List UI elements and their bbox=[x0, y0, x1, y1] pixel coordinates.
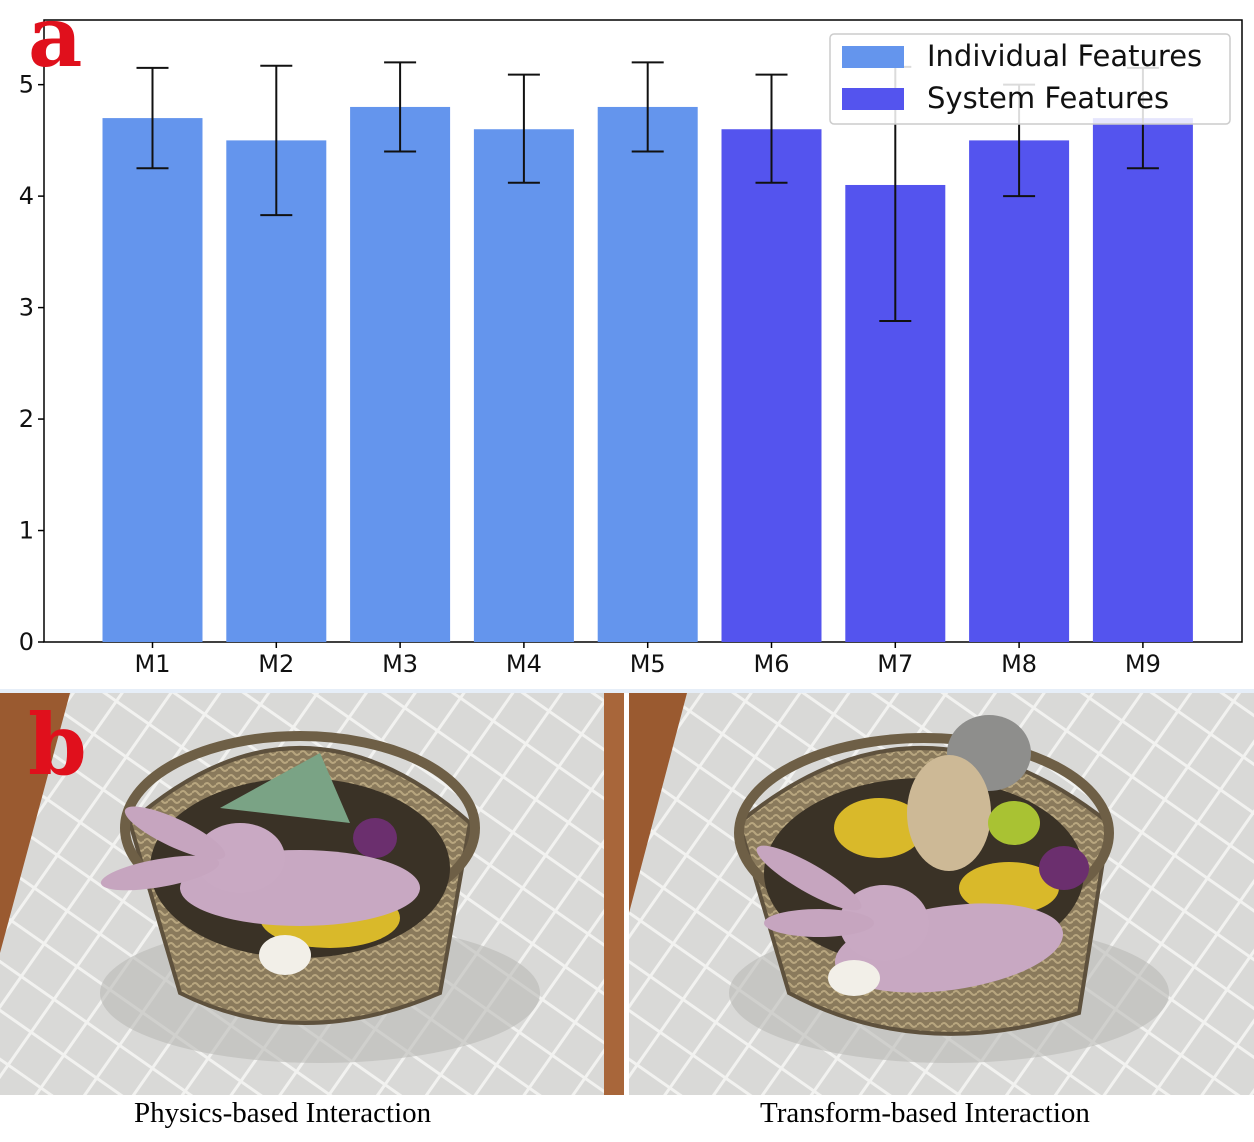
legend-label-system-features: System Features bbox=[927, 81, 1169, 115]
bar-m2 bbox=[226, 140, 327, 643]
white-shell bbox=[828, 960, 880, 996]
transform-based-interaction-image bbox=[629, 693, 1254, 1095]
error-bar-m3 bbox=[384, 61, 417, 153]
bar-m4 bbox=[473, 129, 574, 643]
error-bar-m2 bbox=[260, 64, 293, 217]
error-bar-m4 bbox=[507, 73, 540, 184]
legend: Individual Features System Features bbox=[829, 33, 1231, 125]
bar-m6 bbox=[721, 129, 822, 643]
legend-swatch-individual-features bbox=[842, 46, 904, 68]
legend-box bbox=[829, 33, 1231, 125]
wooden-floor bbox=[0, 693, 70, 953]
error-bar-m1 bbox=[136, 66, 169, 170]
green-object bbox=[220, 753, 350, 823]
panel-a-chart: 0 1 2 3 4 5 M1 M2 M3 M4 M5 M6 M7 M8 M9 Individual Fea… bbox=[19, 0, 1243, 678]
x-tick-label-m5: M5 bbox=[630, 650, 666, 678]
y-tick-label-5: 5 bbox=[19, 71, 34, 99]
bar-chart: 0 1 2 3 4 5 M1 M2 M3 M4 M5 M6 M7 M8 M9 Individual Fea… bbox=[19, 0, 1243, 678]
legend-label-individual-features: Individual Features bbox=[927, 39, 1202, 73]
green-ball bbox=[988, 801, 1040, 845]
plush-bunny-ear bbox=[764, 909, 874, 937]
y-tick-label-0: 0 bbox=[19, 628, 34, 656]
x-tick-label-m2: M2 bbox=[258, 650, 294, 678]
panel-b-comparison: b Physics-based Interaction Transform-ba… bbox=[0, 693, 1254, 1142]
y-axis: 0 1 2 3 4 5 bbox=[19, 71, 44, 656]
plush-bunny-ear bbox=[124, 806, 226, 860]
x-tick-label-m9: M9 bbox=[1125, 650, 1161, 678]
y-tick-label-2: 2 bbox=[19, 405, 34, 433]
gold-object bbox=[959, 862, 1059, 914]
x-tick-label-m8: M8 bbox=[1001, 650, 1037, 678]
panel-divider bbox=[0, 689, 1254, 693]
plush-bunny-head bbox=[839, 885, 929, 961]
y-tick-label-4: 4 bbox=[19, 182, 34, 210]
beige-plush bbox=[907, 755, 991, 871]
plush-bunny-ear bbox=[100, 855, 220, 891]
white-shell bbox=[259, 935, 311, 975]
error-bar-m5 bbox=[631, 61, 664, 153]
error-bars-layer bbox=[136, 61, 1159, 322]
y-tick-label-3: 3 bbox=[19, 294, 34, 322]
x-tick-label-m7: M7 bbox=[877, 650, 913, 678]
bar-m3 bbox=[350, 106, 451, 643]
plush-bunny-head bbox=[195, 823, 285, 893]
error-bar-m6 bbox=[755, 73, 788, 184]
wooden-edge bbox=[604, 693, 624, 1095]
bar-m8 bbox=[969, 140, 1070, 643]
legend-swatch-system-features bbox=[842, 88, 904, 110]
panel-letter-a: a bbox=[28, 0, 82, 86]
bar-m9 bbox=[1092, 118, 1193, 642]
x-axis: M1 M2 M3 M4 M5 M6 M7 M8 M9 bbox=[135, 642, 1161, 678]
wooden-floor bbox=[629, 693, 687, 913]
x-tick-label-m3: M3 bbox=[382, 650, 418, 678]
purple-flowers bbox=[1039, 846, 1089, 890]
x-tick-label-m6: M6 bbox=[754, 650, 790, 678]
panel-letter-b: b bbox=[28, 695, 87, 794]
caption-physics-based: Physics-based Interaction bbox=[134, 1097, 432, 1129]
y-tick-label-1: 1 bbox=[19, 517, 34, 545]
x-tick-label-m1: M1 bbox=[135, 650, 171, 678]
bar-m5 bbox=[597, 106, 698, 643]
x-tick-label-m4: M4 bbox=[506, 650, 542, 678]
gold-object bbox=[834, 798, 924, 858]
purple-flowers bbox=[353, 818, 397, 858]
plush-bunny-ear bbox=[756, 845, 862, 911]
physics-based-interaction-image bbox=[0, 693, 624, 1095]
caption-transform-based: Transform-based Interaction bbox=[760, 1097, 1090, 1129]
bar-m1 bbox=[102, 118, 203, 642]
bars-layer bbox=[102, 106, 1193, 643]
